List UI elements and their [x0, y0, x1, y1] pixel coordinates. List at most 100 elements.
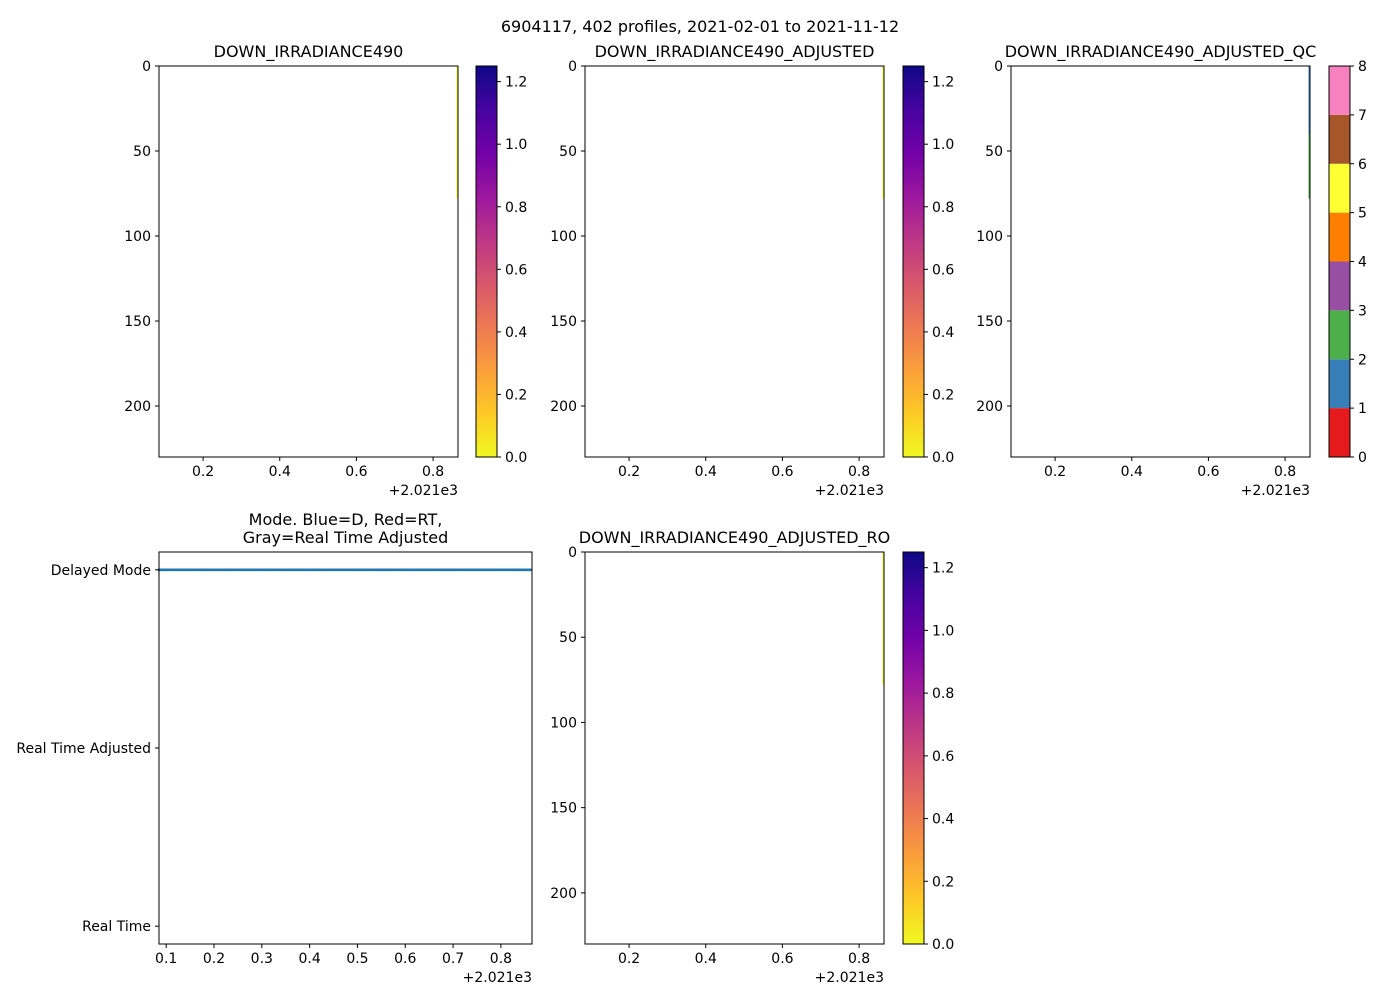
mode-point — [529, 568, 532, 572]
y-tick-label: 0 — [568, 545, 577, 561]
colorbar-class-swatch — [1329, 261, 1350, 311]
colorbar-tick-label: 1.2 — [932, 75, 954, 91]
x-tick-label: 0.4 — [1121, 464, 1143, 480]
panel-p5: DOWN_IRRADIANCE490_ADJUSTED_RO0.2 0.4 0.6 0… — [550, 528, 954, 986]
x-tick-label: 0.8 — [848, 951, 870, 967]
x-offset-label: +2.021e3 — [389, 483, 458, 499]
colorbar-frame — [902, 551, 925, 945]
axes-frame — [158, 65, 459, 458]
colorbar: 0.0 0.2 0.4 0.6 0.8 1.0 1.2 — [475, 65, 527, 466]
colorbar-tick-label: 0.4 — [932, 812, 954, 828]
panel-title: DOWN_IRRADIANCE490_ADJUSTED — [595, 42, 875, 62]
axes-frame — [584, 551, 885, 945]
y-tick-label: 100 — [124, 229, 151, 245]
colorbar-tick-label: 7 — [1358, 108, 1367, 124]
x-tick-label: 0.6 — [771, 464, 793, 480]
colorbar-tick-label: 6 — [1358, 157, 1367, 173]
colorbar-tick-label: 1.2 — [932, 561, 954, 577]
colorbar-class-swatch — [1329, 66, 1350, 115]
axes-frame — [1010, 65, 1311, 458]
axes-frame — [584, 65, 885, 458]
y-tick-label: 150 — [550, 801, 577, 817]
panel-title-line: Gray=Real Time Adjusted — [243, 528, 449, 547]
colorbar-tick-label: 1 — [1358, 401, 1367, 417]
y-tick-label: 0 — [568, 59, 577, 75]
qc-data-strip — [1308, 66, 1310, 134]
x-offset-label: +2.021e3 — [1241, 483, 1310, 499]
x-tick-label: 0.4 — [695, 464, 717, 480]
figure-title: 6904117, 402 profiles, 2021-02-01 to 202… — [501, 17, 899, 36]
colorbar-class-swatch — [1329, 212, 1350, 262]
x-tick-label: 0.6 — [771, 951, 793, 967]
irradiance-data-strip — [882, 552, 884, 685]
y-tick-label: 50 — [133, 144, 151, 160]
colorbar-tick-label: 4 — [1358, 255, 1367, 271]
colorbar-gradient — [476, 66, 497, 457]
x-tick-label: 0.2 — [192, 464, 214, 480]
colorbar-tick-label: 0.8 — [505, 200, 527, 216]
y-tick-label: 100 — [550, 229, 577, 245]
x-tick-label: 0.8 — [490, 951, 512, 967]
colorbar-tick-label: 1.2 — [505, 75, 527, 91]
colorbar-tick-label: 0.0 — [932, 937, 954, 953]
y-tick-label: 0 — [142, 59, 151, 75]
x-tick-label: 0.2 — [1044, 464, 1066, 480]
mode-series — [157, 568, 532, 572]
x-tick-label: 0.5 — [346, 951, 368, 967]
colorbar-tick-label: 0.8 — [932, 686, 954, 702]
y-tick-label: 50 — [559, 630, 577, 646]
colorbar-tick-label: 0.6 — [505, 262, 527, 278]
colorbar-tick-label: 2 — [1358, 352, 1367, 368]
x-tick-label: 0.4 — [299, 951, 321, 967]
y-tick-label: 150 — [976, 314, 1003, 330]
x-tick-label: 0.6 — [394, 951, 416, 967]
panel-title: DOWN_IRRADIANCE490_ADJUSTED_QC — [1005, 42, 1317, 62]
y-tick-label: 200 — [550, 886, 577, 902]
x-tick-label: 0.6 — [345, 464, 367, 480]
x-offset-label: +2.021e3 — [815, 970, 884, 986]
axes-frame — [158, 551, 533, 945]
y-tick-label: 50 — [985, 144, 1003, 160]
x-tick-label: 0.4 — [695, 951, 717, 967]
x-tick-label: 0.2 — [203, 951, 225, 967]
panel-p1: DOWN_IRRADIANCE490 0.2 0.4 0.6 0.8 +2.021e3 0 5… — [124, 42, 527, 499]
colorbar-class-swatch — [1329, 408, 1350, 457]
colorbar: 0.0 0.2 0.4 0.6 0.8 1.0 1.2 — [902, 551, 954, 953]
colorbar-gradient — [903, 66, 924, 457]
y-tick-label: Delayed Mode — [51, 563, 151, 579]
colorbar-tick-label: 0.6 — [932, 262, 954, 278]
colorbar-tick-label: 0.0 — [505, 450, 527, 466]
panel-title-line: Mode. Blue=D, Red=RT, — [249, 510, 443, 529]
colorbar-tick-label: 0.4 — [932, 325, 954, 341]
colorbar-class-swatch — [1329, 310, 1350, 360]
x-tick-label: 0.2 — [618, 951, 640, 967]
y-tick-label: Real Time Adjusted — [16, 741, 151, 757]
y-tick-label: 100 — [976, 229, 1003, 245]
y-tick-label: 150 — [550, 314, 577, 330]
y-tick-label: 150 — [124, 314, 151, 330]
x-tick-label: 0.7 — [442, 951, 464, 967]
y-tick-label: 50 — [559, 144, 577, 160]
x-tick-label: 0.6 — [1197, 464, 1219, 480]
colorbar-tick-label: 3 — [1358, 303, 1367, 319]
colorbar-class-swatch — [1329, 359, 1350, 409]
y-tick-label: Real Time — [82, 919, 151, 935]
colorbar-tick-label: 0.0 — [932, 450, 954, 466]
colorbar-tick-label: 1.0 — [505, 137, 527, 153]
panel-title: DOWN_IRRADIANCE490 — [214, 42, 404, 62]
colorbar-tick-label: 1.0 — [932, 137, 954, 153]
x-tick-label: 0.2 — [618, 464, 640, 480]
colorbar-gradient — [903, 552, 924, 944]
y-tick-label: 200 — [976, 399, 1003, 415]
colorbar-class-swatch — [1329, 163, 1350, 213]
x-tick-label: 0.4 — [269, 464, 291, 480]
y-tick-label: 200 — [124, 399, 151, 415]
y-tick-label: 100 — [550, 715, 577, 731]
panel-p4: Mode. Blue=D, Red=RT,Gray=Real Time Adju… — [16, 510, 533, 986]
colorbar: 0 1 2 3 4 5 6 7 8 — [1328, 59, 1367, 466]
colorbar-tick-label: 0.6 — [932, 749, 954, 765]
colorbar-tick-label: 0 — [1358, 450, 1367, 466]
qc-data-strip — [1308, 134, 1310, 199]
x-tick-label: 0.8 — [848, 464, 870, 480]
